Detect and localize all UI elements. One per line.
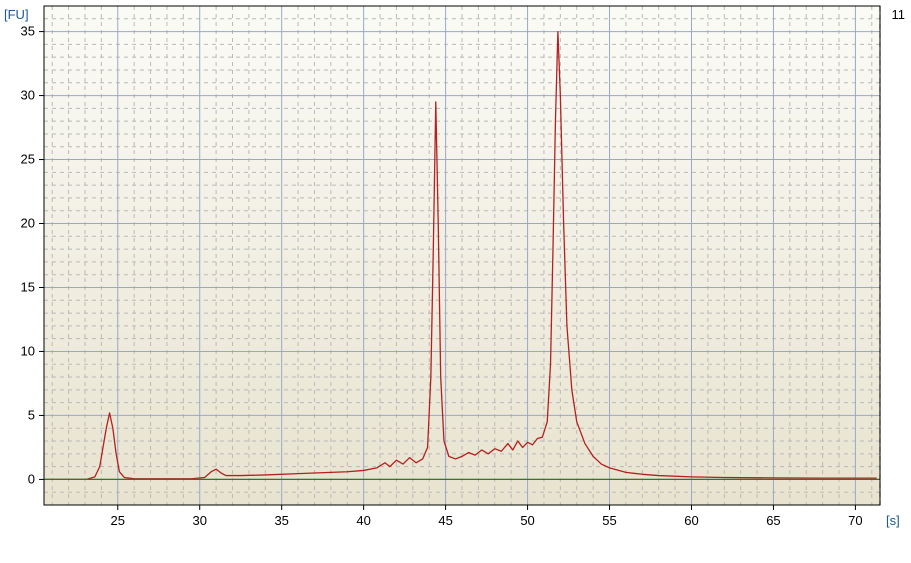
x-tick-label: 45 <box>438 513 452 528</box>
y-tick-label: 35 <box>21 24 35 39</box>
x-tick-label: 60 <box>684 513 698 528</box>
chart-svg: 25 30 35 40 45 50 55 60 65 70 0 5 10 15 20 25 30 35 [FU] [s… <box>0 0 911 563</box>
y-axis-unit: [FU] <box>4 7 29 22</box>
y-tick-label: 30 <box>21 88 35 103</box>
y-tick-label: 15 <box>21 279 35 294</box>
x-tick-label: 70 <box>848 513 862 528</box>
x-tick-label: 65 <box>766 513 780 528</box>
y-tick-label: 20 <box>21 216 35 231</box>
electropherogram-chart: 25 30 35 40 45 50 55 60 65 70 0 5 10 15 20 25 30 35 [FU] [s… <box>0 0 911 563</box>
x-tick-label: 55 <box>602 513 616 528</box>
x-tick-label: 35 <box>274 513 288 528</box>
y-tick-label: 5 <box>28 407 35 422</box>
sample-index-label: 11 <box>892 7 906 22</box>
x-tick-label: 25 <box>111 513 125 528</box>
x-tick-label: 40 <box>356 513 370 528</box>
y-tick-label: 25 <box>21 152 35 167</box>
y-tick-label: 10 <box>21 343 35 358</box>
x-tick-label: 50 <box>520 513 534 528</box>
x-axis-unit: [s] <box>886 513 900 528</box>
x-tick-label: 30 <box>192 513 206 528</box>
y-tick-label: 0 <box>28 471 35 486</box>
